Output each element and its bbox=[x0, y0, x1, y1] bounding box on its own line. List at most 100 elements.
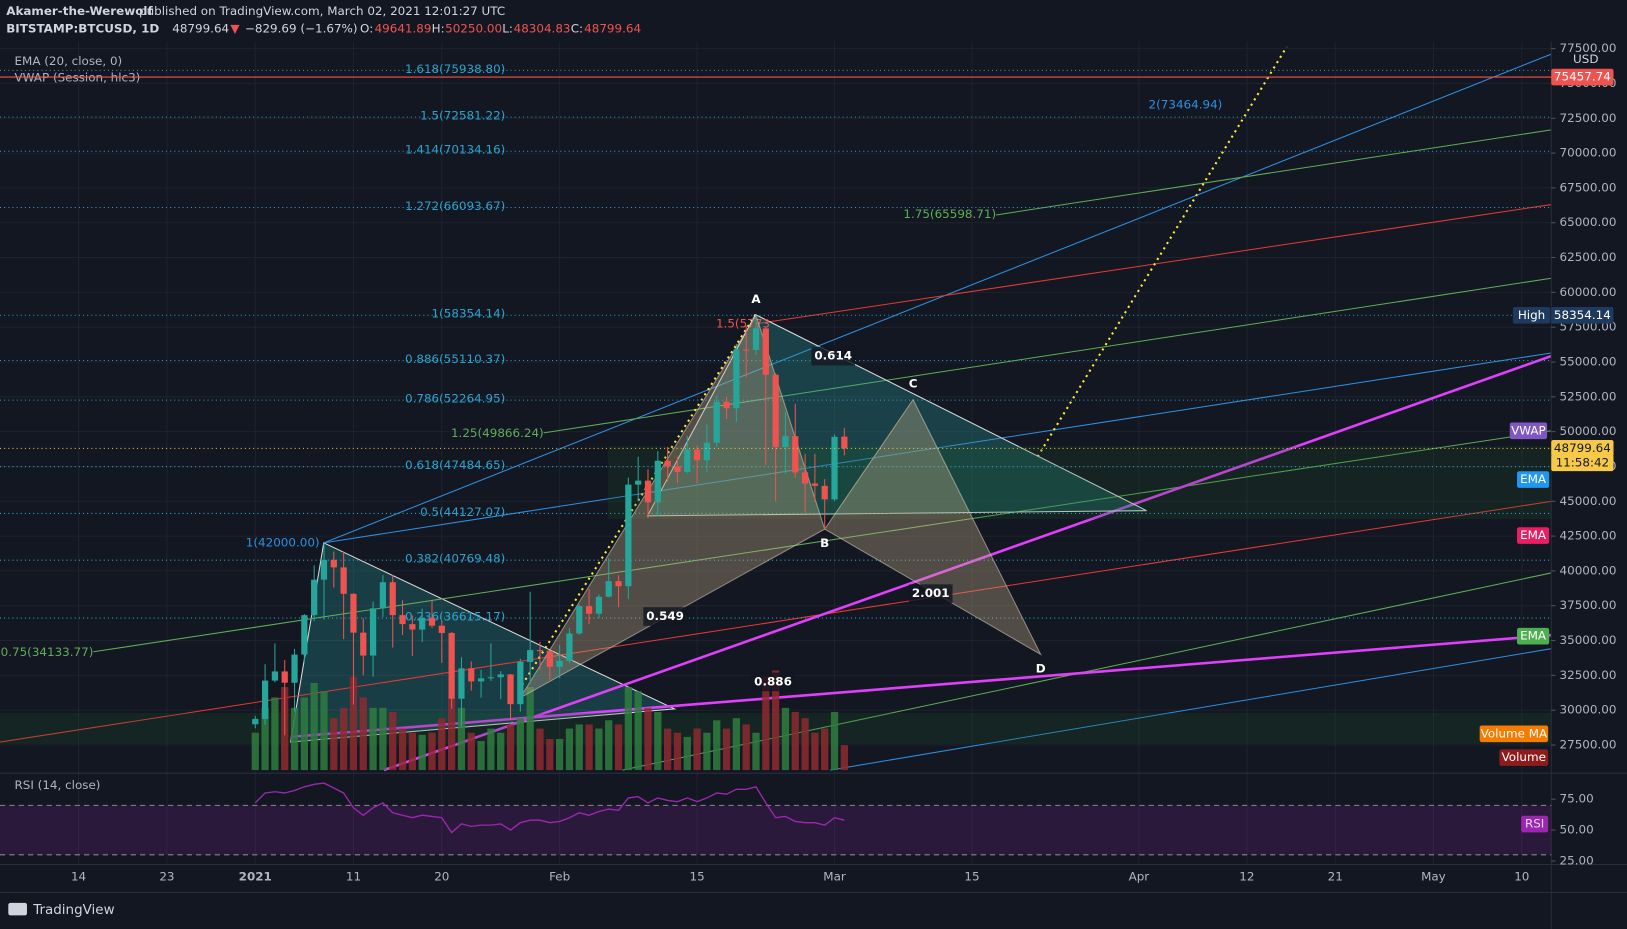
candle-body bbox=[468, 668, 475, 682]
countdown-bg bbox=[1551, 454, 1614, 472]
candle-body bbox=[625, 484, 632, 587]
high-price-bg bbox=[1551, 306, 1614, 324]
volume-bar bbox=[477, 741, 485, 771]
l-label: L: bbox=[502, 22, 513, 36]
candle-body bbox=[350, 593, 357, 633]
candle-body bbox=[743, 349, 750, 351]
trend-line bbox=[290, 633, 1552, 739]
y-tick-label: 77500.00 bbox=[1560, 41, 1617, 55]
y-tick-label: 52500.00 bbox=[1560, 389, 1617, 403]
volume-bar bbox=[438, 718, 446, 771]
candle-body bbox=[674, 466, 681, 472]
indicator-legend: EMA (20, close, 0) bbox=[15, 54, 123, 68]
trend-line bbox=[543, 277, 1552, 434]
volume-bar bbox=[340, 707, 348, 771]
high-label-bg bbox=[1512, 306, 1551, 324]
volume-bar bbox=[663, 728, 672, 771]
volume-bar bbox=[320, 691, 328, 771]
candle-body bbox=[684, 449, 691, 472]
candle-body bbox=[782, 436, 789, 448]
volume-bar bbox=[310, 682, 318, 771]
candle-body bbox=[281, 671, 288, 683]
candle-body bbox=[556, 660, 563, 667]
y-tick-label: 32500.00 bbox=[1560, 668, 1617, 682]
candle-body bbox=[821, 485, 828, 500]
volume-bar bbox=[575, 724, 583, 771]
candle-body bbox=[801, 472, 809, 484]
volume-bar bbox=[457, 707, 466, 771]
change: −829.69 (−1.67%) bbox=[245, 22, 358, 36]
candle-body bbox=[340, 567, 347, 594]
o-label: O: bbox=[360, 22, 373, 36]
rsi-line bbox=[254, 782, 845, 834]
candle-body bbox=[811, 483, 819, 486]
volume-bar bbox=[408, 732, 416, 771]
volume-bar bbox=[791, 711, 799, 771]
fib-label: 0.886(55110.37) bbox=[405, 352, 505, 366]
pattern-point: A bbox=[751, 292, 761, 306]
x-tick-label: May bbox=[1421, 869, 1446, 883]
x-tick-label: Feb bbox=[549, 869, 570, 883]
volume-bar bbox=[634, 691, 642, 771]
fib-label: 0.382(40769.48) bbox=[405, 552, 505, 566]
x-tick-label: 12 bbox=[1239, 869, 1254, 883]
volume-bar bbox=[654, 711, 662, 771]
volume-bar bbox=[752, 732, 760, 771]
y-tick-label: 55000.00 bbox=[1560, 355, 1617, 369]
candle-body bbox=[752, 328, 760, 350]
candle-body bbox=[605, 581, 612, 597]
candle-body bbox=[585, 606, 593, 614]
volume-bar bbox=[693, 728, 701, 771]
close: 48799.64 bbox=[584, 22, 641, 36]
author: Akamer-the-Werewolf bbox=[6, 4, 153, 18]
candle-body bbox=[399, 615, 406, 625]
volume-bar bbox=[811, 732, 819, 771]
projection-label: 1(42000.00) bbox=[246, 536, 320, 550]
candle-body bbox=[566, 633, 573, 661]
x-tick-label: 11 bbox=[346, 869, 361, 883]
x-tick-label: 21 bbox=[1328, 869, 1343, 883]
y-tick-label: 60000.00 bbox=[1560, 285, 1617, 299]
x-tick-label: 2021 bbox=[239, 869, 272, 883]
candle-body bbox=[664, 460, 671, 467]
symbol: BITSTAMP:BTCUSD, 1D bbox=[6, 22, 159, 36]
indicator-badge-bg bbox=[1517, 471, 1550, 488]
x-tick-label: 15 bbox=[964, 869, 979, 883]
pattern-point: B bbox=[820, 536, 829, 550]
volume-bar bbox=[673, 732, 682, 771]
zone bbox=[608, 446, 1552, 519]
volume-bar bbox=[762, 676, 770, 771]
rsi-legend: RSI (14, close) bbox=[15, 778, 101, 792]
volume-bar bbox=[290, 707, 299, 771]
volume-bar bbox=[369, 707, 377, 771]
candle-body bbox=[841, 436, 848, 449]
candle-body bbox=[497, 674, 504, 678]
volume-bar bbox=[398, 728, 407, 771]
trend-line bbox=[755, 204, 1552, 325]
candle-body bbox=[252, 718, 259, 725]
candle-body bbox=[419, 617, 426, 630]
candle-body bbox=[291, 654, 298, 683]
volume-bar bbox=[330, 718, 338, 771]
volume-bar bbox=[683, 736, 691, 771]
candle-body bbox=[458, 668, 465, 699]
volume-bar bbox=[516, 718, 524, 771]
ratio-label: 0.614 bbox=[814, 349, 852, 363]
y-tick-label: 72500.00 bbox=[1560, 111, 1617, 125]
y-tick-label: 65000.00 bbox=[1560, 215, 1617, 229]
indicator-badge: EMA bbox=[1520, 528, 1547, 542]
countdown: 11:58:42 bbox=[1556, 455, 1610, 469]
trend-line bbox=[0, 500, 1552, 743]
projection-label: 1.25(49866.24) bbox=[451, 426, 544, 440]
indicator-badge-bg bbox=[1521, 815, 1549, 833]
trend-line bbox=[93, 430, 1552, 653]
candle-body bbox=[360, 632, 367, 656]
alert-price: 75457.74 bbox=[1554, 70, 1611, 84]
marks: 1.618(75938.80) 1.5(72581.22) 1.414(70134.… bbox=[0, 62, 1552, 771]
ratio-box bbox=[811, 346, 856, 366]
candle-body bbox=[703, 442, 711, 461]
x-tick-label: Apr bbox=[1129, 869, 1150, 883]
c-label: C: bbox=[571, 22, 583, 36]
